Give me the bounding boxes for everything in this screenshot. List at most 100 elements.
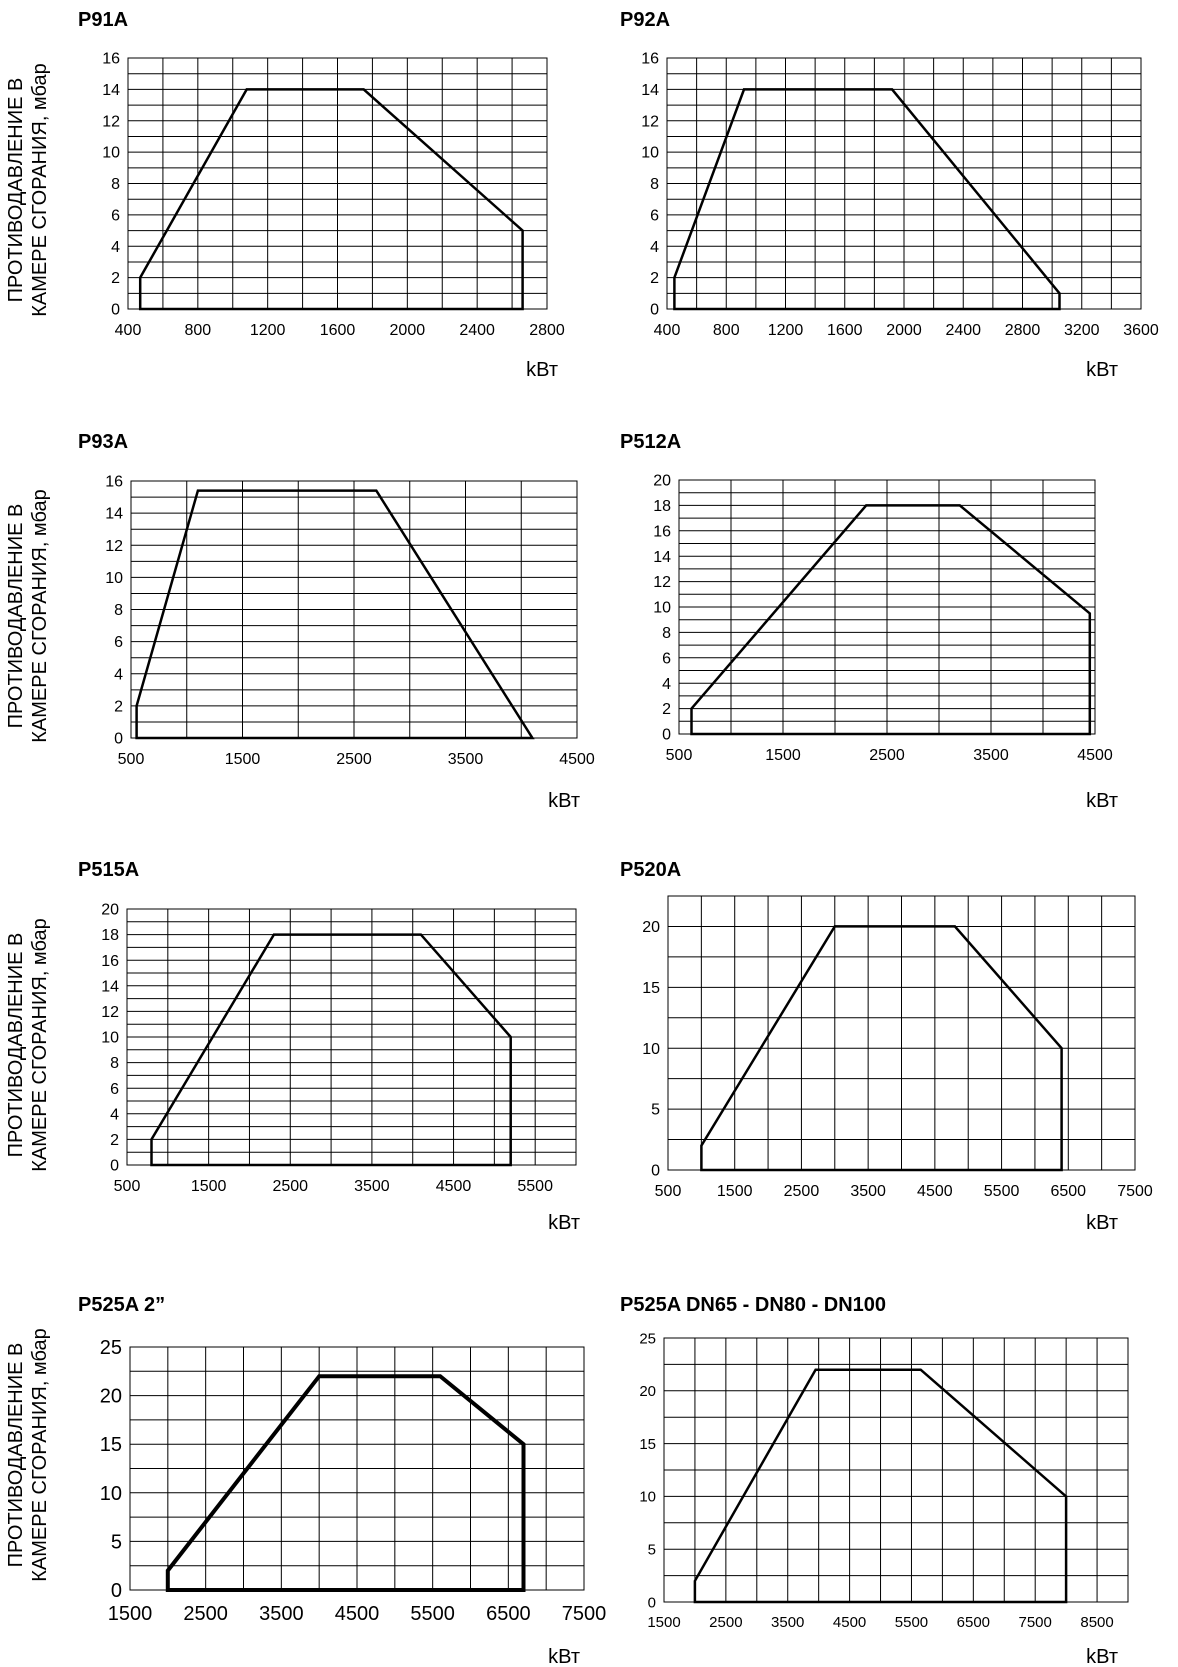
y-tick-label: 0: [651, 1163, 660, 1180]
x-tick-label: 2500: [336, 751, 372, 768]
x-axis-unit-label: kВт: [1086, 1646, 1118, 1667]
x-tick-label: 400: [654, 322, 681, 339]
y-axis-label-line1: ПРОТИВОДАВЛЕНИЕ В: [5, 1342, 27, 1568]
x-tick-label: 2500: [183, 1603, 228, 1625]
y-tick-label: 25: [100, 1337, 122, 1359]
x-tick-label: 400: [115, 322, 142, 339]
y-tick-label: 10: [102, 145, 120, 162]
x-axis-unit-label: kВт: [1086, 790, 1118, 812]
x-tick-label: 4500: [833, 1614, 866, 1631]
y-axis-label-row-2: ПРОТИВОДАВЛЕНИЕ В КАМЕРЕ СГОРАНИЯ, мбар: [4, 466, 60, 766]
y-tick-label: 2: [114, 698, 123, 715]
y-tick-label: 16: [641, 51, 659, 68]
x-tick-label: 6500: [1050, 1183, 1086, 1200]
y-tick-label: 20: [642, 919, 660, 936]
y-tick-label: 18: [101, 927, 119, 944]
y-tick-label: 25: [639, 1330, 656, 1347]
y-tick-label: 16: [101, 953, 119, 970]
chart-title: P515A: [78, 859, 139, 881]
x-axis-unit-label: kВт: [548, 1212, 580, 1234]
chart-title: P520A: [620, 859, 681, 881]
y-tick-label: 8: [650, 176, 659, 193]
x-tick-label: 6500: [957, 1614, 990, 1631]
x-tick-label: 2500: [709, 1614, 742, 1631]
working-range-outline: [700, 925, 1063, 1172]
y-tick-label: 5: [651, 1102, 660, 1119]
y-tick-label: 14: [641, 82, 659, 99]
y-tick-label: 12: [641, 113, 659, 130]
y-tick-label: 12: [105, 538, 123, 555]
y-tick-label: 15: [100, 1434, 122, 1456]
x-tick-label: 5500: [984, 1183, 1020, 1200]
x-tick-label: 3500: [973, 747, 1009, 764]
y-tick-label: 0: [110, 1158, 119, 1175]
x-tick-label: 2400: [459, 322, 495, 339]
y-tick-label: 2: [662, 701, 671, 718]
y-tick-label: 6: [662, 650, 671, 667]
y-tick-label: 6: [114, 634, 123, 651]
y-tick-label: 16: [102, 51, 120, 68]
y-tick-label: 10: [100, 1483, 122, 1505]
y-tick-label: 20: [101, 902, 119, 919]
x-tick-label: 500: [666, 747, 693, 764]
x-tick-label: 1500: [225, 751, 261, 768]
y-tick-label: 8: [111, 176, 120, 193]
y-tick-label: 0: [111, 302, 120, 319]
x-tick-label: 500: [114, 1178, 141, 1195]
y-tick-label: 8: [110, 1055, 119, 1072]
working-range-outline: [135, 489, 535, 740]
y-tick-label: 15: [642, 980, 660, 997]
y-tick-label: 12: [102, 113, 120, 130]
x-axis-unit-label: kВт: [1086, 359, 1118, 381]
y-tick-label: 2: [111, 270, 120, 287]
x-tick-label: 2000: [390, 322, 426, 339]
x-tick-label: 3600: [1123, 322, 1159, 339]
y-axis-label-line2: КАМЕРЕ СГОРАНИЯ, мбар: [29, 918, 51, 1172]
y-tick-label: 4: [111, 239, 120, 256]
working-range-outline: [138, 88, 524, 311]
chart-title: P93A: [78, 431, 128, 453]
x-tick-label: 1200: [768, 322, 804, 339]
x-tick-label: 7500: [562, 1603, 607, 1625]
y-tick-label: 5: [648, 1541, 656, 1558]
x-tick-label: 1600: [827, 322, 863, 339]
y-tick-label: 10: [642, 1041, 660, 1058]
x-tick-label: 3500: [850, 1183, 886, 1200]
x-tick-label: 4500: [335, 1603, 380, 1625]
y-axis-label-row-3: ПРОТИВОДАВЛЕНИЕ В КАМЕРЕ СГОРАНИЯ, мбар: [4, 895, 60, 1195]
x-tick-label: 2500: [272, 1178, 308, 1195]
y-tick-label: 20: [639, 1383, 656, 1400]
x-tick-label: 8500: [1080, 1614, 1113, 1631]
y-tick-label: 14: [105, 506, 123, 523]
y-axis-label-row-1: ПРОТИВОДАВЛЕНИЕ В КАМЕРЕ СГОРАНИЯ, мбар: [4, 40, 60, 340]
chart-title: P525A DN65 - DN80 - DN100: [620, 1294, 886, 1316]
chart-title: P91A: [78, 9, 128, 31]
y-tick-label: 0: [111, 1580, 122, 1602]
x-tick-label: 1500: [108, 1603, 153, 1625]
y-tick-label: 14: [102, 82, 120, 99]
y-tick-label: 0: [648, 1594, 656, 1611]
y-axis-label-line2: КАМЕРЕ СГОРАНИЯ, мбар: [29, 1328, 51, 1582]
y-tick-label: 6: [650, 207, 659, 224]
x-tick-label: 3500: [448, 751, 484, 768]
x-tick-label: 1200: [250, 322, 286, 339]
x-tick-label: 4500: [559, 751, 595, 768]
y-tick-label: 8: [662, 625, 671, 642]
y-axis-label-row-4: ПРОТИВОДАВЛЕНИЕ В КАМЕРЕ СГОРАНИЯ, мбар: [4, 1305, 60, 1605]
y-tick-label: 16: [653, 523, 671, 540]
x-tick-label: 800: [184, 322, 211, 339]
x-tick-label: 4500: [917, 1183, 953, 1200]
x-tick-label: 2800: [1005, 322, 1041, 339]
x-tick-label: 6500: [486, 1603, 531, 1625]
y-tick-label: 10: [641, 145, 659, 162]
y-tick-label: 6: [110, 1081, 119, 1098]
y-tick-label: 20: [100, 1386, 122, 1408]
working-range-outline: [165, 1374, 526, 1592]
x-axis-unit-label: kВт: [548, 1646, 580, 1667]
y-tick-label: 0: [662, 727, 671, 744]
y-tick-label: 2: [650, 270, 659, 287]
x-tick-label: 3500: [354, 1178, 390, 1195]
x-tick-label: 5500: [895, 1614, 928, 1631]
y-tick-label: 4: [110, 1106, 119, 1123]
